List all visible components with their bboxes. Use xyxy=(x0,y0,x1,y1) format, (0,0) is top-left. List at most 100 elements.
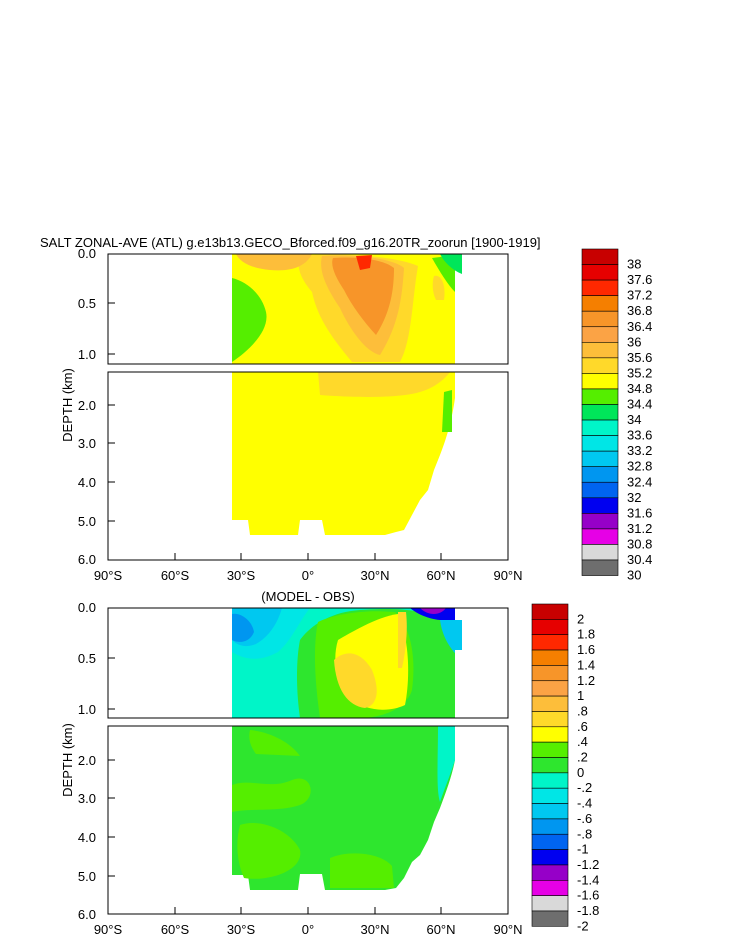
colorbar-swatch xyxy=(531,772,569,789)
colorbar-label: 30.4 xyxy=(627,552,652,567)
panel-1-y-axis-lower: 2.0 3.0 4.0 5.0 6.0 xyxy=(78,398,115,567)
colorbar-label: 30 xyxy=(627,568,641,583)
mask-right xyxy=(455,650,462,718)
y-tick-label: 0.5 xyxy=(78,651,96,666)
x-tick-label: 90°N xyxy=(493,568,522,583)
y-tick-label: 2.0 xyxy=(78,753,96,768)
salinity-region-lightorange-small xyxy=(432,275,445,300)
x-tick-label: 90°S xyxy=(94,568,123,583)
colorbar-label: -.2 xyxy=(577,780,592,795)
y-axis-label: DEPTH (km) xyxy=(60,723,75,797)
colorbar-swatch xyxy=(531,665,569,682)
colorbar-swatch xyxy=(581,373,619,390)
bias-region-purple xyxy=(420,608,446,614)
panel-2-lower-field xyxy=(232,726,455,890)
colorbar-swatch xyxy=(531,818,569,835)
y-tick-label: 0.0 xyxy=(78,600,96,615)
colorbar-swatch xyxy=(581,466,619,483)
y-tick-label: 1.0 xyxy=(78,702,96,717)
colorbar-swatch xyxy=(581,388,619,405)
colorbar-label: -1.4 xyxy=(577,872,599,887)
colorbar-label: 31.2 xyxy=(627,521,652,536)
colorbar-swatch xyxy=(531,634,569,651)
colorbar-swatch xyxy=(531,741,569,758)
colorbar-label: 1.6 xyxy=(577,642,595,657)
salinity-region-green xyxy=(442,390,452,432)
colorbar-label: 1 xyxy=(577,688,584,703)
panel-1: SALT ZONAL-AVE (ATL) g.e13b13.GECO_Bforc… xyxy=(40,235,652,583)
panel-1-x-axis: 90°S 60°S 30°S 0° 30°N 60°N 90°N xyxy=(94,553,523,583)
bias-region-lightorange xyxy=(334,653,377,708)
x-tick-label: 60°N xyxy=(426,922,455,937)
colorbar-swatch xyxy=(581,404,619,421)
colorbar-swatch xyxy=(531,849,569,866)
colorbar-swatch xyxy=(531,803,569,820)
colorbar-swatch xyxy=(581,295,619,312)
colorbar-swatch xyxy=(531,833,569,850)
x-tick-label: 60°S xyxy=(161,922,190,937)
colorbar-label: -1 xyxy=(577,842,589,857)
colorbar-label: 36.8 xyxy=(627,303,652,318)
panel-1-colorbar: 3837.637.236.836.43635.635.234.834.43433… xyxy=(581,248,652,583)
panel-2-y-axis-lower: 2.0 3.0 4.0 5.0 6.0 xyxy=(78,753,115,922)
colorbar-swatch xyxy=(581,279,619,296)
salinity-region-darkorange xyxy=(332,257,394,335)
colorbar-swatch xyxy=(581,341,619,359)
colorbar-label: 2 xyxy=(577,611,584,626)
colorbar-label: 36.4 xyxy=(627,319,652,334)
colorbar-swatch xyxy=(531,711,569,728)
y-tick-label: 5.0 xyxy=(78,869,96,884)
colorbar-label: 1.4 xyxy=(577,657,595,672)
salinity-region-lightorange xyxy=(318,372,450,397)
colorbar-swatch xyxy=(581,497,619,514)
panel-1-upper-field xyxy=(232,254,462,364)
colorbar-label: -.4 xyxy=(577,796,592,811)
colorbar-label: -1.8 xyxy=(577,903,599,918)
colorbar-swatch xyxy=(581,544,619,561)
bias-region-navy xyxy=(410,608,455,621)
colorbar-label: 0 xyxy=(577,765,584,780)
colorbar-swatch xyxy=(581,481,619,499)
colorbar-swatch xyxy=(581,357,619,374)
colorbar-label: 34.4 xyxy=(627,397,652,412)
y-tick-label: 4.0 xyxy=(78,475,96,490)
x-tick-label: 0° xyxy=(302,922,314,937)
x-tick-label: 60°N xyxy=(426,568,455,583)
x-tick-label: 30°N xyxy=(360,922,389,937)
colorbar-label: -1.6 xyxy=(577,888,599,903)
colorbar-label: .6 xyxy=(577,719,588,734)
colorbar-label: 34.8 xyxy=(627,381,652,396)
colorbar-label: 38 xyxy=(627,257,641,272)
bias-region-cyan xyxy=(437,726,455,802)
panel-2-colorbar: 21.81.61.41.21.8.6.4.20-.2-.4-.6-.8-1-1.… xyxy=(531,603,599,933)
colorbar-label: 37.2 xyxy=(627,288,652,303)
panel-2-x-axis: 90°S 60°S 30°S 0° 30°N 60°N 90°N xyxy=(94,907,523,937)
salinity-region-yellow xyxy=(232,372,455,535)
colorbar-swatch xyxy=(581,419,619,436)
y-tick-label: 3.0 xyxy=(78,436,96,451)
bias-region-lightgreen xyxy=(237,822,301,879)
y-tick-label: 3.0 xyxy=(78,791,96,806)
colorbar-swatch xyxy=(581,326,619,343)
bias-region-lightgreen xyxy=(249,730,300,756)
salinity-region-green-top xyxy=(440,254,462,274)
colorbar-label: 33.6 xyxy=(627,428,652,443)
y-tick-label: 4.0 xyxy=(78,830,96,845)
x-tick-label: 30°S xyxy=(227,568,256,583)
colorbar-label: 37.6 xyxy=(627,272,652,287)
panel-2-upper-field xyxy=(232,608,462,718)
y-tick-label: 0.0 xyxy=(78,246,96,261)
colorbar-label: 33.2 xyxy=(627,443,652,458)
bias-region-blue xyxy=(232,613,254,642)
colorbar-swatch xyxy=(531,603,569,620)
colorbar-swatch xyxy=(531,680,569,697)
panel-2-title: (MODEL - OBS) xyxy=(261,589,354,604)
panel-1-y-axis-upper: 0.0 0.5 1.0 xyxy=(78,246,115,362)
y-axis-label: DEPTH (km) xyxy=(60,368,75,442)
colorbar-label: .2 xyxy=(577,750,588,765)
salinity-region-green xyxy=(232,278,267,362)
y-tick-label: 2.0 xyxy=(78,398,96,413)
y-tick-label: 0.5 xyxy=(78,296,96,311)
colorbar-label: 35.6 xyxy=(627,350,652,365)
